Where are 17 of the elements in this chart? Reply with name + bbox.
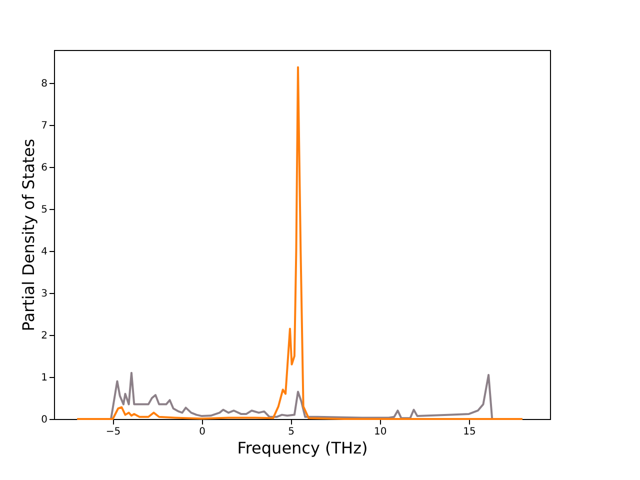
x-axis-title: Frequency (THz)	[237, 438, 368, 458]
y-tick-label: 5	[41, 204, 48, 216]
x-tick-label: 15	[463, 426, 476, 438]
x-tick-label: −5	[106, 426, 121, 438]
y-tick-label: 6	[41, 162, 48, 174]
y-tick-label: 8	[41, 78, 48, 90]
x-tick-label: 0	[199, 426, 206, 438]
line-series	[76, 66, 524, 420]
x-tick-label: 5	[288, 426, 295, 438]
x-tick-label: 10	[374, 426, 387, 438]
y-tick-label: 4	[41, 246, 48, 258]
y-axis-title: Partial Density of States	[19, 138, 38, 332]
y-tick-label: 2	[41, 330, 48, 342]
y-tick-label: 3	[41, 288, 48, 300]
y-tick-label: 7	[41, 120, 48, 132]
y-tick-label: 0	[41, 414, 48, 426]
y-tick-label: 1	[41, 372, 48, 384]
